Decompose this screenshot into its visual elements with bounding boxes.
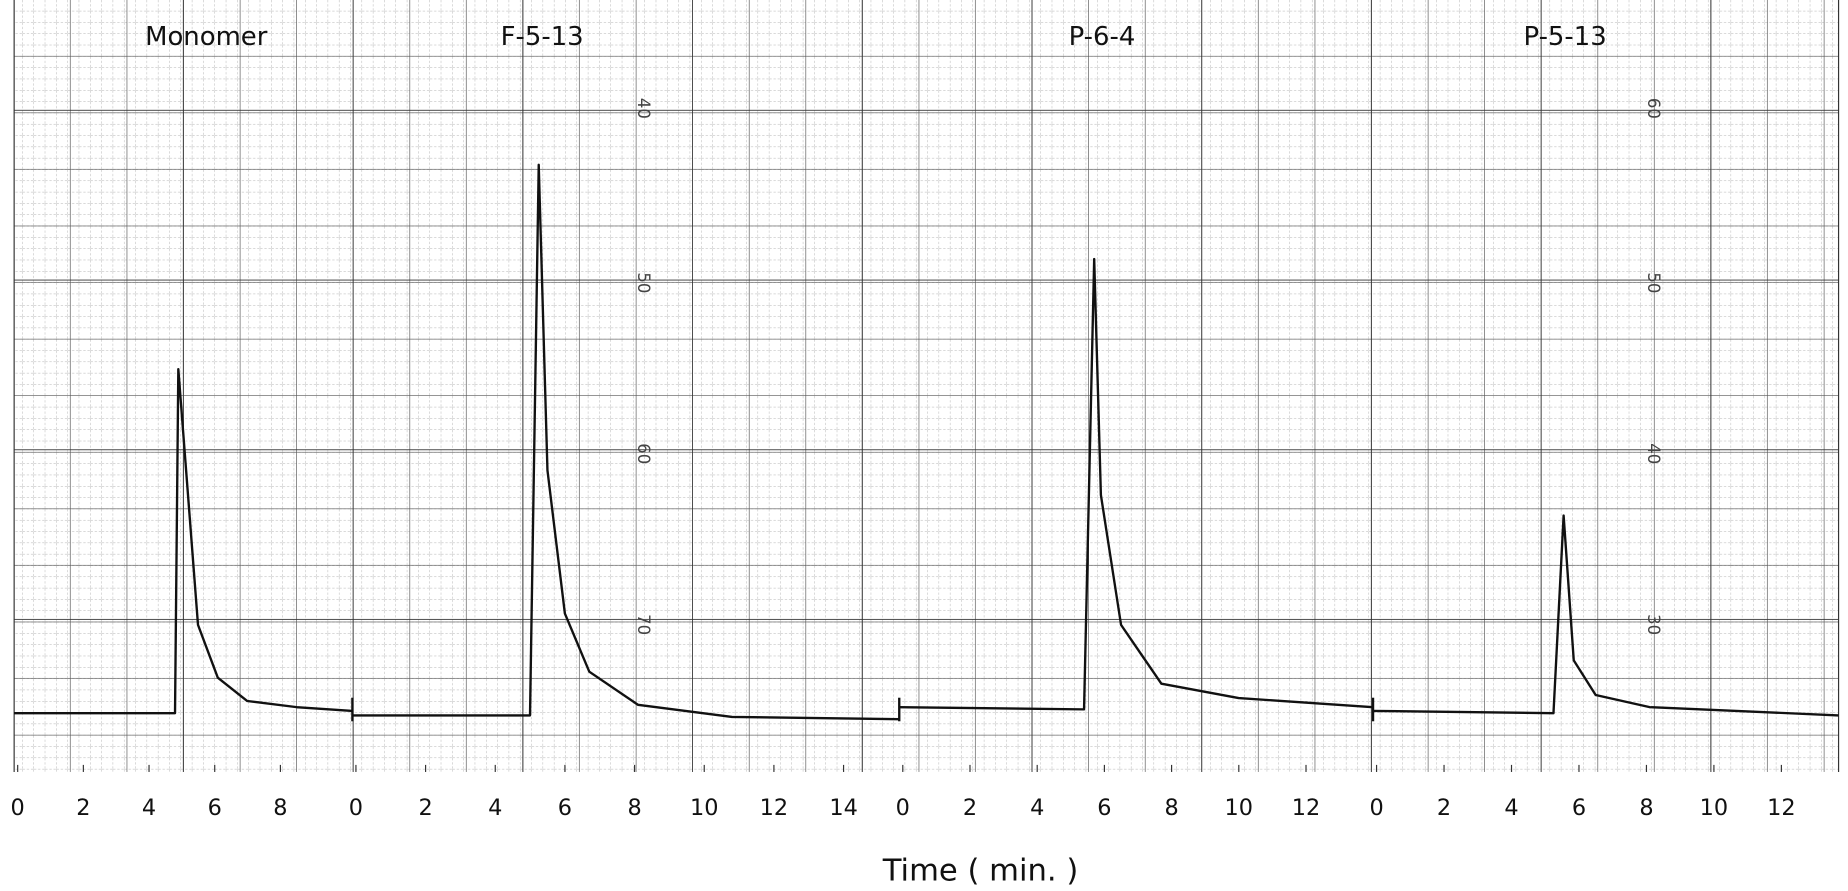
x-tick-label: 12 [760,795,788,821]
x-tick-label: 0 [349,795,363,821]
chart-title: Monomer [145,22,268,52]
paper-scale-label: 30 [1644,614,1663,635]
paper-scale-label: 50 [634,272,653,293]
x-tick-label: 12 [1292,795,1320,821]
x-tick-label: 10 [1225,795,1253,821]
x-tick-label: 2 [1437,795,1451,821]
x-tick-label: 6 [208,795,222,821]
x-tick-label: 2 [963,795,977,821]
x-tick-label: 6 [1097,795,1111,821]
trace [14,367,353,715]
x-tick-label: 4 [142,795,156,821]
x-tick-label: 0 [896,795,910,821]
paper-scale-label: 50 [1644,272,1663,293]
x-tick-label: 2 [418,795,432,821]
x-tick-label: 8 [627,795,641,821]
x-tick-label: 8 [1639,795,1653,821]
chart-title: F-5-13 [501,22,584,52]
trace [352,163,900,721]
paper-scale-label: 60 [1644,98,1663,119]
x-tick-label: 4 [1504,795,1518,821]
graph-paper [13,0,1840,772]
paper-scale-label: 40 [1644,443,1663,464]
chart-title: P-5-13 [1524,22,1607,52]
x-tick-label: 12 [1767,795,1795,821]
x-tick-label: 8 [1164,795,1178,821]
x-tick-label: 8 [273,795,287,821]
x-tick-label: 10 [1700,795,1728,821]
paper-scale-label: 60 [634,443,653,464]
x-tick-label: 6 [558,795,572,821]
paper-scale-label: 40 [634,98,653,119]
x-tick-label: 14 [829,795,857,821]
x-tick-label: 6 [1572,795,1586,821]
x-tick-label: 0 [1369,795,1383,821]
x-tick-label: 4 [488,795,502,821]
trace [899,257,1374,711]
chart-title: P-6-4 [1069,22,1136,52]
x-tick-label: 4 [1030,795,1044,821]
trace [1373,514,1839,717]
x-axis-label: Time ( min. ) [882,854,1079,889]
x-tick-label: 10 [690,795,718,821]
x-tick-label: 2 [76,795,90,821]
paper-scale-label: 70 [634,614,653,635]
x-tick-label: 0 [11,795,25,821]
